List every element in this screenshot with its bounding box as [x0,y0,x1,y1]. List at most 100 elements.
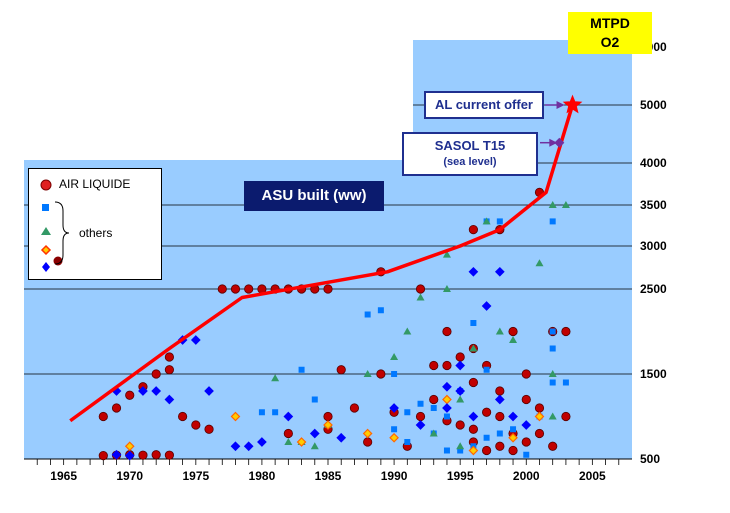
others-triangle-point [482,217,491,225]
AIR LIQUIDE-point [98,450,108,461]
others-square-point [483,434,490,441]
others-triangle-point [548,370,557,377]
x-tick-label-1980: 1980 [249,469,276,483]
others-diamond-orange-point [534,411,545,422]
AIR LIQUIDE-point [164,352,174,362]
AIR LIQUIDE-point [151,450,161,460]
y-tick-label-4000: 4000 [640,156,667,170]
others-square-point [483,366,490,373]
legend-label-air-liquide: AIR LIQUIDE [59,177,131,191]
AIR LIQUIDE-point [521,369,531,379]
others-triangle-point [548,201,557,208]
AIR LIQUIDE-point [442,360,452,371]
others-square-point [457,447,464,454]
others-triangle-point [469,344,478,352]
AIR LIQUIDE-point [336,365,346,375]
AIR LIQUIDE-point [521,437,531,447]
AIR LIQUIDE-point [376,369,386,379]
others-diamond-blue-point [442,381,452,392]
others-square-point [391,426,398,433]
unit-label-line2: O2 [600,34,620,50]
AIR LIQUIDE-point [363,437,373,447]
others-triangle-point [429,429,438,437]
legend: AIR LIQUIDE others [28,168,162,280]
others-square-point [404,439,411,445]
callout-al-current-offer: AL current offer [424,91,544,119]
callout-sasol-t15-text: SASOL T15 [434,138,506,153]
trend-line-group [69,94,583,423]
AIR LIQUIDE-point [482,407,492,417]
others-diamond-orange-point [508,432,518,443]
others-diamond-orange-point [362,428,373,439]
others-diamond-blue-point [243,441,254,452]
legend-diamond-blue-marker [42,262,50,272]
AIR LIQUIDE-point [244,284,254,294]
others-diamond-orange-point [468,445,479,456]
others-triangle-point [363,370,372,377]
x-axis: 1965 1970 1975 1980 1985 1990 1995 2000 2005 [24,458,632,483]
others-diamond-blue-point [481,301,492,311]
others-diamond-blue-point [389,403,399,413]
AIR LIQUIDE-point [508,445,518,456]
x-tick-label-1965: 1965 [50,469,77,483]
x-tick-label-1990: 1990 [381,469,408,483]
others-diamond-blue-point [508,411,518,422]
others-diamond-orange-point [124,441,135,452]
legend-triangle-marker [41,227,51,235]
others-triangle-point [442,285,451,292]
AIR LIQUIDE-point [217,284,227,294]
others-diamond-blue-point [204,386,214,396]
others-diamond-blue-point [494,394,505,405]
others-square-point [510,426,517,433]
AIR LIQUIDE-point [455,352,465,362]
y-tick-label-3000: 3000 [640,239,667,253]
others-triangle-point [509,336,518,343]
AIR LIQUIDE-point [125,390,135,400]
others-square-point [549,328,556,335]
sasol-marker [554,137,565,148]
AIR LIQUIDE-point [429,394,439,405]
others-triangle-point [548,412,557,420]
AIR LIQUIDE-point [191,420,201,430]
others-diamond-blue-point [494,266,505,277]
others-triangle-point [310,442,319,450]
others-diamond-blue-point [468,266,479,277]
AIR LIQUIDE-point [495,386,505,396]
others-triangle-point [456,395,465,403]
others-square-point [311,396,318,403]
AIR LIQUIDE-point [323,284,333,294]
others-diamond-blue-point [151,386,162,396]
x-tick-label-1970: 1970 [116,469,143,483]
others-diamond-blue-point [164,394,175,405]
AIR LIQUIDE-point [111,403,122,413]
others-diamond-orange-point [323,420,333,430]
chart-title: ASU built (ww) [244,181,384,211]
others-square-point [549,345,556,352]
legend-label-others: others [79,226,113,240]
AIR LIQUIDE-point [349,403,360,413]
others-square-point [523,451,530,458]
others-square-point [496,218,503,225]
callout-sasol-t15-subtext: (sea level) [443,156,497,168]
others-diamond-blue-point [124,450,135,461]
x-tick-label-2000: 2000 [513,469,540,483]
others-diamond-blue-point [138,386,148,396]
data-points [98,187,571,461]
others-square-point [470,320,477,326]
arrow-sasol-t15-head [549,138,558,147]
others-diamond-orange-point [389,432,399,443]
AIR LIQUIDE-point [204,424,214,434]
others-diamond-blue-point [111,449,122,460]
AIR LIQUIDE-point [561,411,571,422]
others-diamond-blue-point [415,420,426,430]
legend-circle-red-marker [40,179,52,191]
y-tick-label-3500: 3500 [640,198,667,212]
others-diamond-blue-point [230,441,241,452]
annotation-arrows [540,101,565,148]
AIR LIQUIDE-point [561,326,571,337]
others-triangle-point [535,259,544,267]
AIR LIQUIDE-point [468,225,478,235]
AIR LIQUIDE-point [323,411,333,422]
others-square-point [377,307,384,314]
